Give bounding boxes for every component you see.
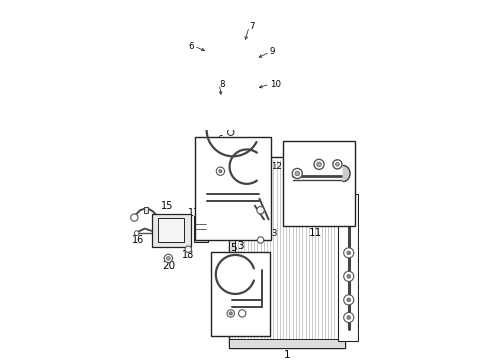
Text: 5: 5 xyxy=(229,243,236,253)
Circle shape xyxy=(134,231,139,235)
Text: 17: 17 xyxy=(188,207,200,217)
Text: 11: 11 xyxy=(308,228,322,238)
Bar xyxy=(151,213,190,247)
Circle shape xyxy=(294,171,299,176)
Circle shape xyxy=(216,167,224,175)
Bar xyxy=(194,216,207,242)
Circle shape xyxy=(335,162,339,166)
Circle shape xyxy=(220,96,223,99)
Text: 6: 6 xyxy=(188,42,194,51)
Text: 18: 18 xyxy=(182,250,194,260)
Text: 3: 3 xyxy=(237,241,244,251)
Bar xyxy=(337,194,357,341)
Circle shape xyxy=(240,39,248,46)
Bar xyxy=(340,169,345,336)
Text: 17: 17 xyxy=(200,208,211,217)
Circle shape xyxy=(346,298,350,302)
Circle shape xyxy=(251,87,255,90)
Circle shape xyxy=(227,129,233,135)
Text: 8: 8 xyxy=(219,80,224,89)
Circle shape xyxy=(343,248,353,258)
Circle shape xyxy=(346,275,350,278)
Circle shape xyxy=(249,55,257,63)
Circle shape xyxy=(343,271,353,282)
Circle shape xyxy=(257,237,263,243)
Circle shape xyxy=(346,316,350,319)
Text: 16: 16 xyxy=(132,235,144,245)
Text: 2: 2 xyxy=(346,185,352,194)
Circle shape xyxy=(164,254,172,262)
Bar xyxy=(228,157,345,348)
Circle shape xyxy=(238,310,245,317)
Text: 12: 12 xyxy=(343,143,353,152)
Circle shape xyxy=(343,312,353,323)
Bar xyxy=(283,141,354,226)
Circle shape xyxy=(206,50,209,54)
Circle shape xyxy=(343,295,353,305)
Circle shape xyxy=(256,207,264,214)
Text: 6: 6 xyxy=(217,135,223,144)
Circle shape xyxy=(313,159,324,170)
Bar xyxy=(228,339,345,348)
Bar xyxy=(195,137,270,240)
Circle shape xyxy=(166,257,170,260)
Circle shape xyxy=(332,160,341,169)
Text: 7: 7 xyxy=(248,22,254,31)
Circle shape xyxy=(243,41,245,44)
Circle shape xyxy=(130,214,138,221)
Polygon shape xyxy=(343,166,349,181)
Circle shape xyxy=(249,85,257,92)
Bar xyxy=(143,207,148,212)
Text: 1: 1 xyxy=(283,350,290,360)
Text: 9: 9 xyxy=(269,48,275,57)
Circle shape xyxy=(316,162,321,167)
Text: 19: 19 xyxy=(230,229,242,239)
Text: 14: 14 xyxy=(316,143,327,152)
Text: 4: 4 xyxy=(204,160,210,169)
Text: 13: 13 xyxy=(267,229,278,238)
Circle shape xyxy=(218,94,225,102)
Circle shape xyxy=(346,251,350,255)
Bar xyxy=(211,252,269,336)
Bar xyxy=(158,218,183,242)
Circle shape xyxy=(229,312,232,315)
Circle shape xyxy=(203,48,211,55)
Circle shape xyxy=(218,170,222,173)
Circle shape xyxy=(292,168,302,179)
Circle shape xyxy=(251,57,255,60)
Text: 15: 15 xyxy=(161,201,173,211)
Text: 4: 4 xyxy=(248,310,254,319)
Text: 20: 20 xyxy=(162,261,175,271)
Text: 12: 12 xyxy=(271,162,282,171)
Bar xyxy=(228,169,234,336)
Circle shape xyxy=(226,310,234,317)
Circle shape xyxy=(185,246,191,252)
Text: 10: 10 xyxy=(269,80,280,89)
